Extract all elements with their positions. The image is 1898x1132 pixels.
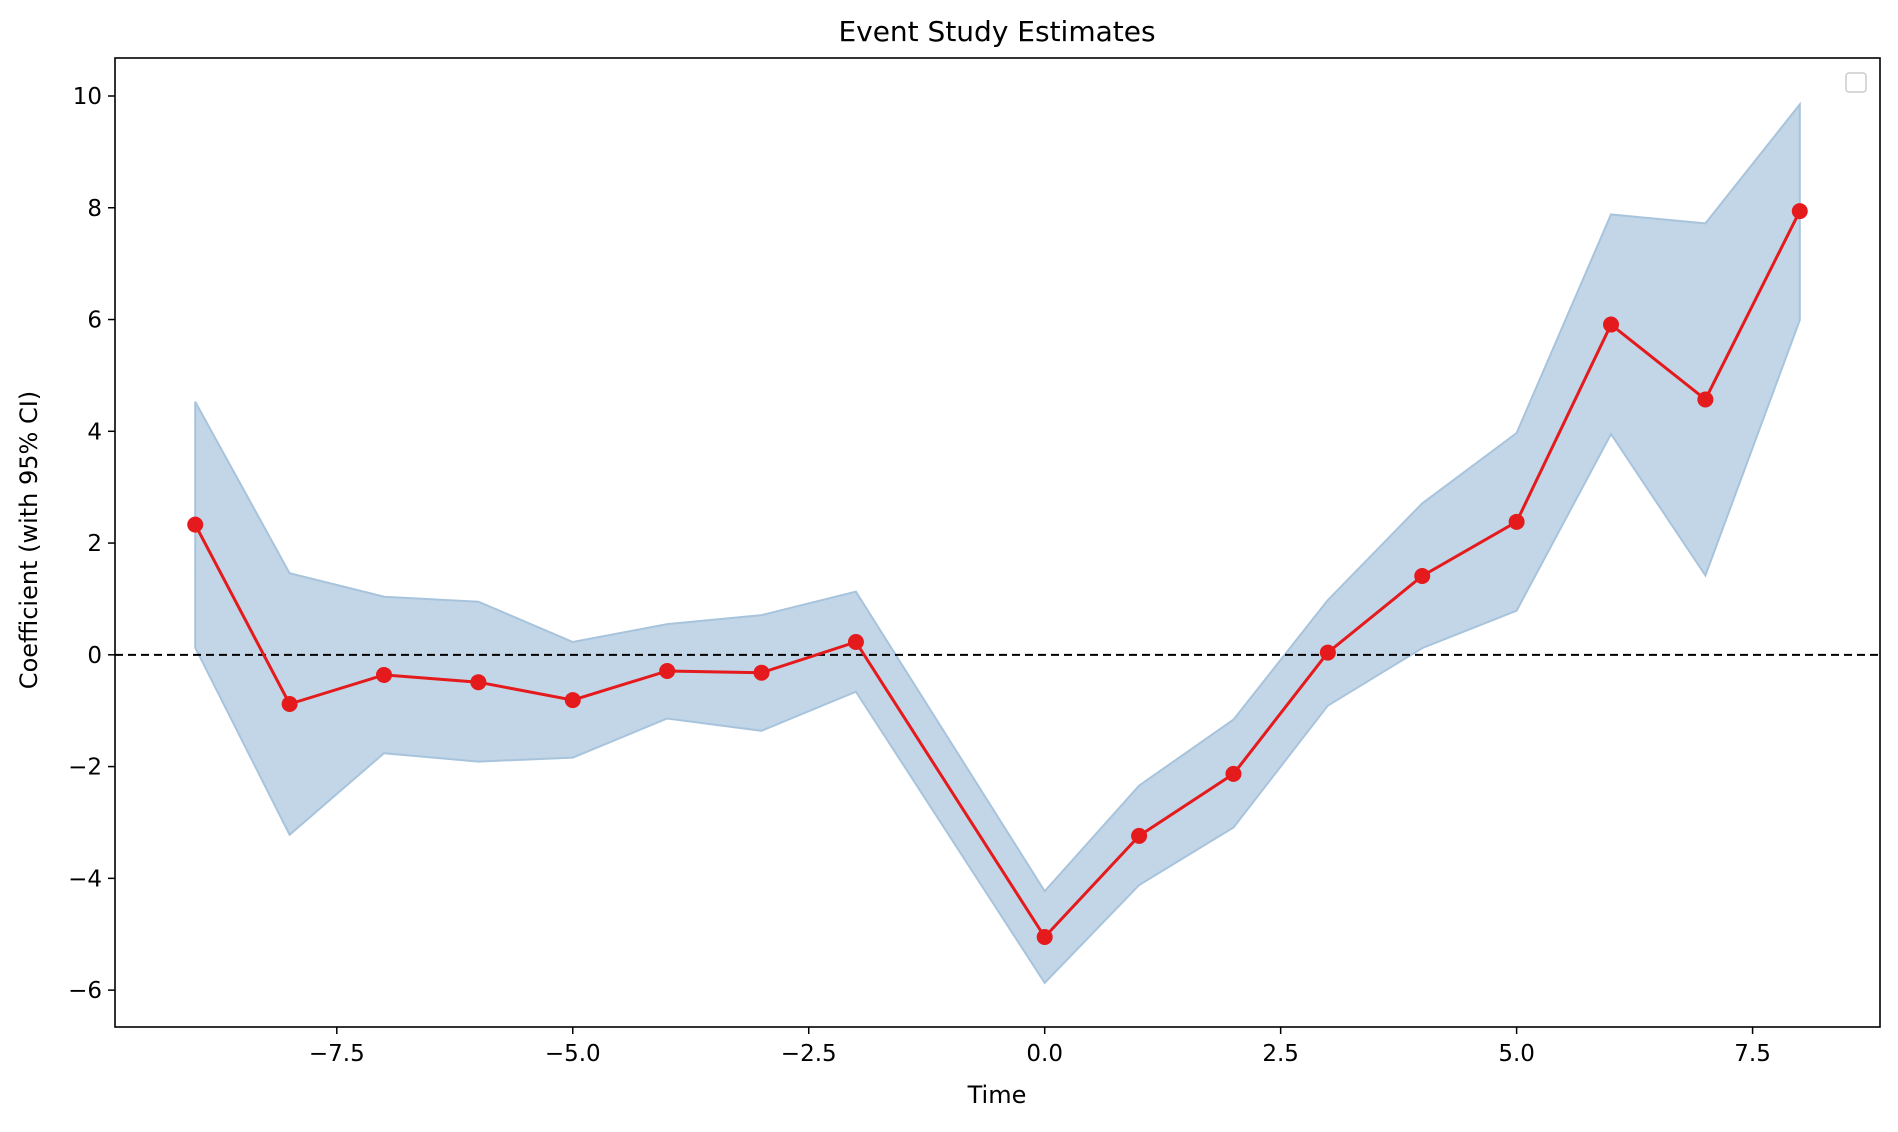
y-tick-label: −4 bbox=[68, 866, 102, 892]
y-tick-label: 2 bbox=[87, 531, 102, 557]
x-tick-label: 0.0 bbox=[1026, 1041, 1063, 1067]
data-point bbox=[753, 664, 770, 681]
data-point bbox=[187, 516, 204, 533]
chart-title: Event Study Estimates bbox=[838, 15, 1155, 48]
data-point bbox=[1697, 391, 1714, 408]
data-point bbox=[470, 674, 487, 691]
data-point bbox=[564, 692, 581, 709]
y-tick-label: −2 bbox=[68, 755, 102, 781]
legend-box bbox=[1845, 72, 1867, 93]
data-point bbox=[1225, 765, 1242, 782]
data-point bbox=[1508, 513, 1525, 530]
data-point bbox=[1791, 203, 1808, 220]
x-tick-label: −5.0 bbox=[545, 1041, 601, 1067]
data-point bbox=[375, 666, 392, 683]
x-tick-label: 5.0 bbox=[1498, 1041, 1535, 1067]
plot-area: −7.5 −5.0 −2.5 0.0 2.5 5.0 7.5 −6 −4 −2 0 2 4 6 8 10 bbox=[68, 57, 1881, 1067]
y-tick-label: 6 bbox=[87, 308, 102, 334]
y-axis-label: Coefficient (with 95% CI) bbox=[15, 391, 43, 689]
y-tick-label: 4 bbox=[87, 419, 102, 445]
data-point bbox=[1036, 929, 1053, 946]
x-tick-label: −2.5 bbox=[781, 1041, 837, 1067]
data-point bbox=[1414, 568, 1431, 585]
data-point bbox=[1603, 316, 1620, 333]
x-tick-label: 7.5 bbox=[1734, 1041, 1771, 1067]
data-point bbox=[1319, 644, 1336, 661]
data-point bbox=[847, 633, 864, 650]
x-tick-label: −7.5 bbox=[309, 1041, 365, 1067]
y-tick-label: 10 bbox=[73, 84, 102, 110]
y-tick-label: 0 bbox=[87, 643, 102, 669]
y-tick-label: 8 bbox=[87, 196, 102, 222]
data-point bbox=[1131, 827, 1148, 844]
x-axis-label: Time bbox=[967, 1081, 1027, 1109]
y-tick-label: −6 bbox=[68, 978, 102, 1004]
data-point bbox=[659, 663, 676, 680]
x-tick-label: 2.5 bbox=[1262, 1041, 1299, 1067]
data-point bbox=[281, 696, 298, 712]
